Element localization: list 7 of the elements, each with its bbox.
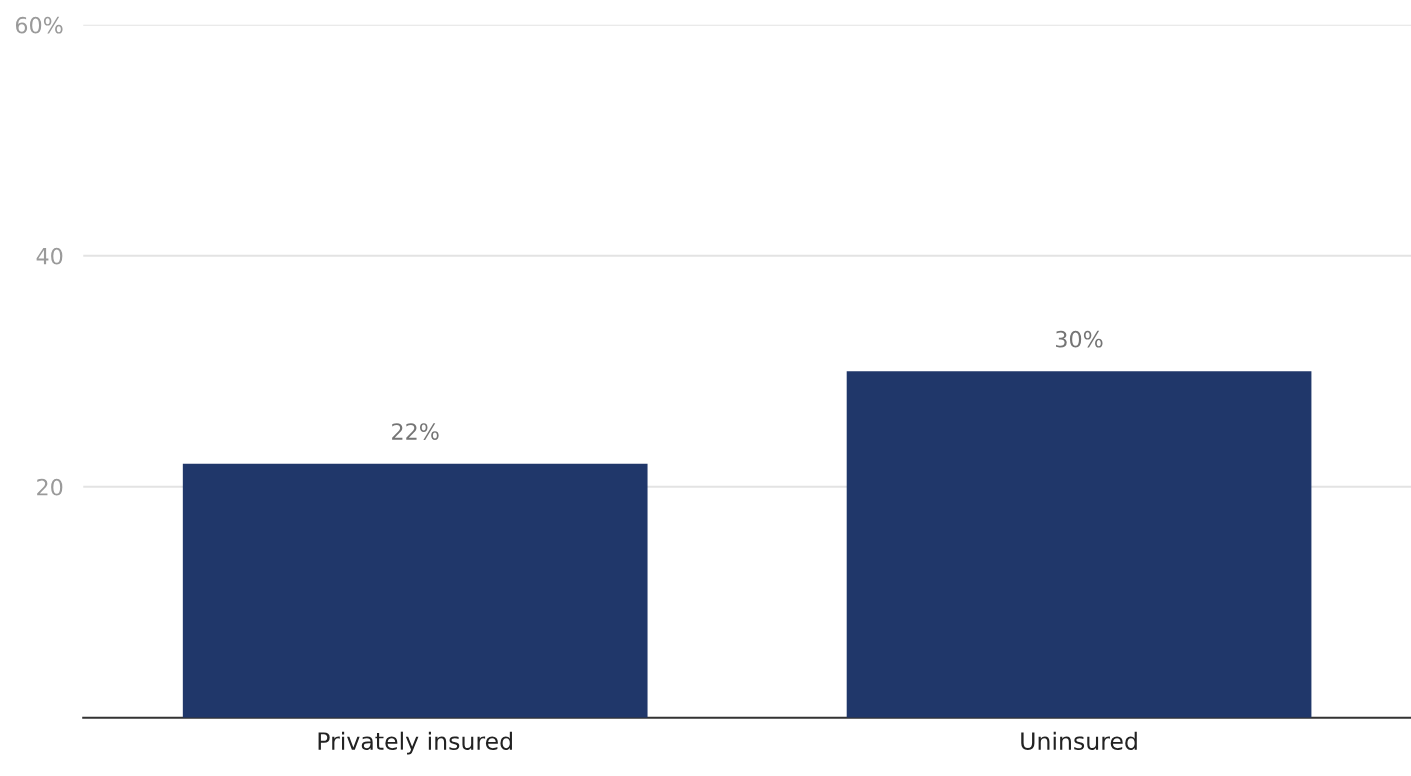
x-tick-label: Uninsured: [1021, 731, 1137, 750]
y-tick-label: 40: [36, 247, 63, 265]
y-tick-label: 20: [37, 478, 63, 496]
data-label: 22%: [392, 423, 439, 440]
x-tick-label: Privately insured: [318, 731, 512, 755]
y-tick-label: 60%: [15, 16, 63, 34]
data-label: 30%: [1056, 330, 1103, 348]
